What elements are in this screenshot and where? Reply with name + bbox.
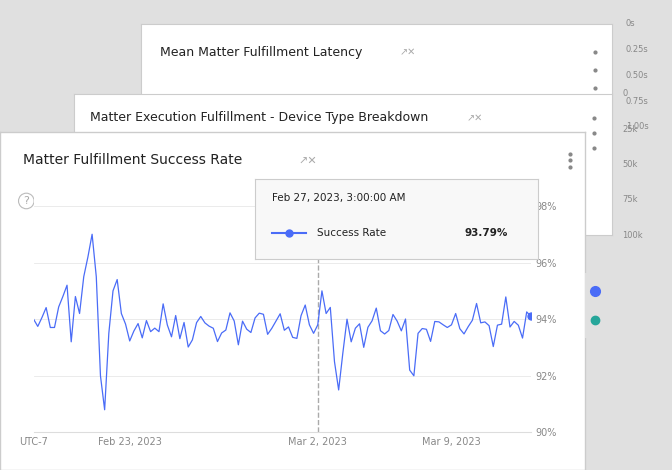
Text: Matter Fulfillment Success Rate: Matter Fulfillment Success Rate: [24, 153, 243, 167]
Text: 1.00s: 1.00s: [626, 122, 648, 132]
Text: 25k: 25k: [622, 125, 638, 134]
Text: 0.75s: 0.75s: [626, 96, 648, 106]
Text: 100k: 100k: [622, 230, 643, 240]
Text: 0.50s: 0.50s: [626, 70, 648, 80]
Text: ↗✕: ↗✕: [298, 156, 317, 165]
Text: Matter Execution Fulfillment - Device Type Breakdown: Matter Execution Fulfillment - Device Ty…: [90, 111, 428, 125]
Text: 93.79%: 93.79%: [464, 228, 507, 238]
Text: ↗✕: ↗✕: [466, 113, 482, 123]
Text: 0s: 0s: [626, 19, 635, 28]
Text: Feb 27, 2023, 3:00:00 AM: Feb 27, 2023, 3:00:00 AM: [272, 193, 406, 203]
Text: ?: ?: [24, 196, 30, 206]
Text: 0.25s: 0.25s: [626, 45, 648, 54]
Text: ↗✕: ↗✕: [400, 47, 416, 57]
Text: 50k: 50k: [622, 160, 638, 169]
Text: Success Rate: Success Rate: [317, 228, 386, 238]
Text: Mean Matter Fulfillment Latency: Mean Matter Fulfillment Latency: [160, 46, 362, 59]
Text: 0: 0: [622, 89, 628, 99]
Text: 75k: 75k: [622, 195, 638, 204]
